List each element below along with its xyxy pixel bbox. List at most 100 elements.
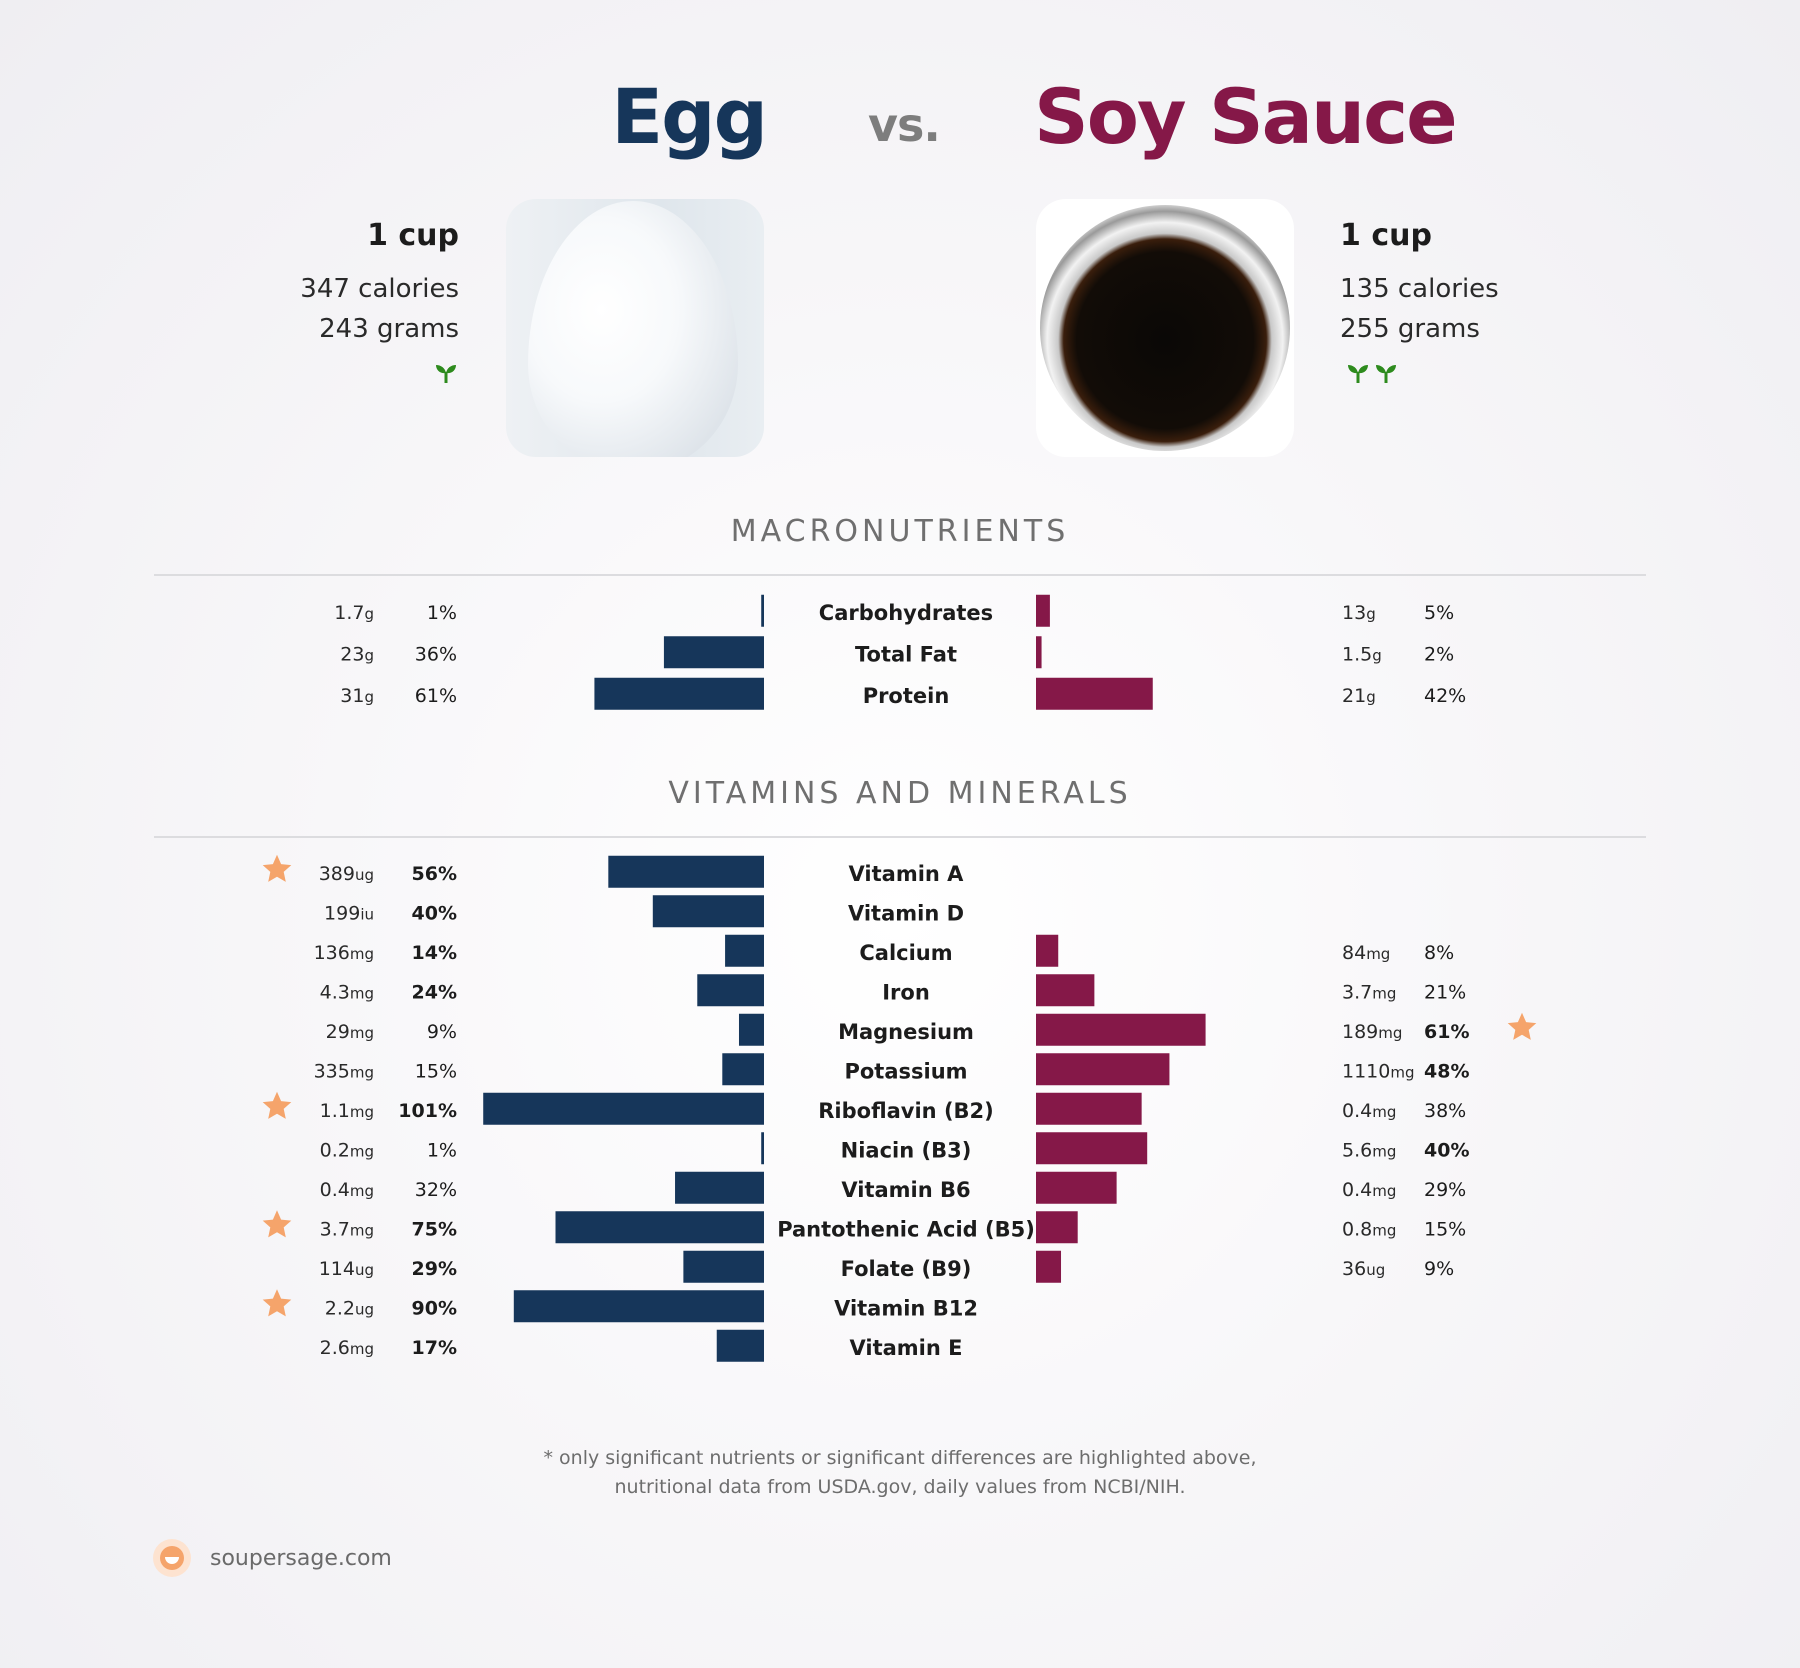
left-amount: 2.6mg [320, 1337, 374, 1359]
sprout-icon [1346, 362, 1370, 388]
left-bar [716, 1329, 764, 1362]
left-percent: 14% [412, 942, 457, 964]
nutrient-label: Calcium [859, 941, 952, 965]
left-amount: 1.7g [334, 602, 374, 624]
left-percent: 24% [412, 981, 457, 1003]
nutrient-label: Iron [882, 980, 930, 1004]
nutrient-label: Carbohydrates [819, 601, 993, 625]
nutrient-label: Magnesium [838, 1020, 974, 1044]
footnote-line-2: nutritional data from USDA.gov, daily va… [614, 1476, 1186, 1498]
right-amount: 1.5g [1342, 643, 1382, 665]
left-amount: 23g [340, 643, 374, 665]
nutrient-label: Vitamin B6 [841, 1178, 970, 1202]
right-percent: 9% [1424, 1258, 1454, 1280]
right-amount: 36ug [1342, 1258, 1385, 1280]
left-bar [675, 1171, 764, 1204]
left-grams: 243 grams [319, 314, 459, 344]
nutrient-label: Vitamin D [848, 901, 964, 925]
left-amount: 4.3mg [320, 981, 374, 1003]
left-amount: 0.4mg [320, 1179, 374, 1201]
sprout-icon [434, 362, 458, 388]
right-bar [1036, 1092, 1142, 1125]
right-amount: 13g [1342, 602, 1376, 624]
left-percent: 101% [398, 1100, 457, 1122]
right-bar [1036, 1132, 1148, 1165]
left-percent: 56% [412, 863, 457, 885]
left-bar [652, 895, 764, 928]
left-bar [594, 677, 764, 710]
right-percent: 38% [1424, 1100, 1466, 1122]
left-bar [683, 1250, 764, 1283]
left-serving: 1 cup [367, 218, 459, 253]
right-amount: 3.7mg [1342, 981, 1396, 1003]
star-icon [262, 1289, 292, 1317]
right-amount: 84mg [1342, 942, 1390, 964]
right-percent: 15% [1424, 1218, 1466, 1240]
left-bar [608, 855, 764, 888]
right-bar [1036, 1250, 1062, 1283]
left-amount: 114ug [319, 1258, 374, 1280]
right-amount: 1110mg [1342, 1060, 1415, 1082]
left-amount: 335mg [314, 1060, 374, 1082]
left-bar [722, 1053, 764, 1086]
right-food-title: Soy Sauce [1034, 72, 1458, 161]
right-percent: 5% [1424, 602, 1454, 624]
left-amount: 3.7mg [320, 1218, 374, 1240]
nutrient-label: Potassium [844, 1059, 967, 1083]
left-bar [761, 594, 764, 627]
right-percent: 61% [1424, 1021, 1469, 1043]
soupersage-logo-icon [152, 1538, 192, 1582]
right-percent: 40% [1424, 1139, 1469, 1161]
left-amount: 31g [340, 685, 374, 707]
vitamins-chart: Vitamin A 389ug 56% Vitamin D 199iu 40% Calciu… [262, 854, 1537, 1362]
left-calories: 347 calories [300, 274, 459, 304]
nutrient-label: Pantothenic Acid (B5) [777, 1217, 1035, 1241]
macronutrients-heading: MACRONUTRIENTS [730, 514, 1070, 549]
left-percent: 1% [427, 1139, 457, 1161]
left-percent: 32% [415, 1179, 457, 1201]
left-bar [738, 1013, 764, 1046]
left-bar [761, 1132, 764, 1165]
footnote-line-1: * only significant nutrients or signific… [543, 1447, 1257, 1469]
left-bar [513, 1290, 764, 1323]
right-bar [1036, 1211, 1078, 1244]
right-bar [1036, 636, 1042, 669]
right-amount: 0.4mg [1342, 1100, 1396, 1122]
right-calories: 135 calories [1340, 274, 1499, 304]
right-percent: 2% [1424, 643, 1454, 665]
left-amount: 2.2ug [325, 1297, 374, 1319]
left-bar [555, 1211, 764, 1244]
egg-photo [506, 199, 764, 457]
left-bar [725, 934, 764, 967]
brand-link[interactable]: soupersage.com [210, 1546, 392, 1571]
right-amount: 0.8mg [1342, 1218, 1396, 1240]
left-percent: 17% [412, 1337, 457, 1359]
left-percent: 29% [412, 1258, 457, 1280]
right-serving: 1 cup [1340, 218, 1432, 253]
nutrient-label: Total Fat [855, 642, 957, 666]
right-bar [1036, 594, 1050, 627]
soy-sauce-photo [1036, 199, 1294, 457]
left-amount: 29mg [326, 1021, 374, 1043]
right-grams: 255 grams [1340, 314, 1480, 344]
right-bar [1036, 1053, 1170, 1086]
vitamins-heading: VITAMINS AND MINERALS [668, 776, 1132, 811]
left-percent: 61% [415, 685, 457, 707]
right-bar [1036, 934, 1059, 967]
right-percent: 8% [1424, 942, 1454, 964]
star-icon [262, 1210, 292, 1238]
left-bar [697, 974, 764, 1007]
nutrient-label: Riboflavin (B2) [818, 1099, 994, 1123]
left-amount: 199iu [324, 902, 374, 924]
right-bar [1036, 1171, 1117, 1204]
right-bar [1036, 1013, 1206, 1046]
left-percent: 36% [415, 643, 457, 665]
left-bar [483, 1092, 764, 1125]
left-percent: 1% [427, 602, 457, 624]
star-icon [262, 854, 292, 882]
left-percent: 9% [427, 1021, 457, 1043]
right-bar [1036, 974, 1095, 1007]
right-percent: 48% [1424, 1060, 1469, 1082]
left-percent: 40% [412, 902, 457, 924]
left-food-title: Egg [611, 72, 768, 161]
